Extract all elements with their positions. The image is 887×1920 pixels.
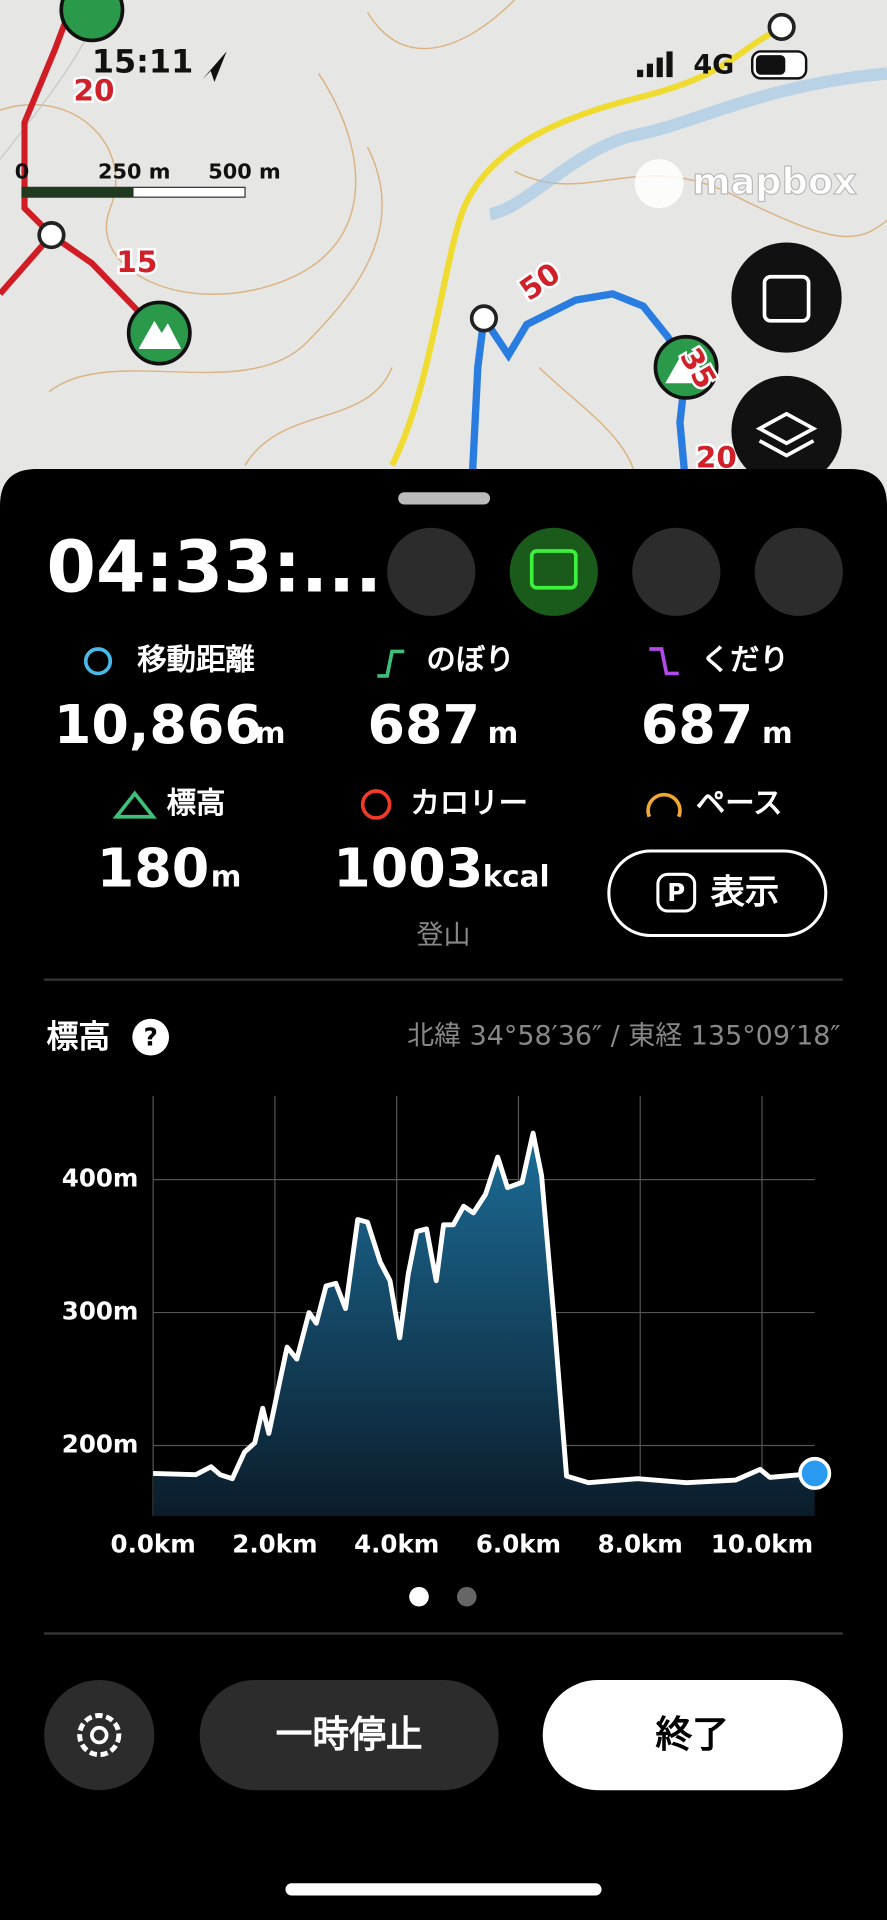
x-tick-label: 0.0km — [111, 1529, 196, 1558]
page-dot-active[interactable] — [409, 1586, 429, 1607]
stat-label: カロリー — [410, 786, 528, 820]
pace-icon-frame — [656, 872, 697, 913]
map[interactable]: 20 15 50 35 20 15:11 4G 0 250 m 500 m ma… — [0, 0, 887, 515]
layers-button[interactable] — [731, 375, 842, 487]
pause-label: 一時停止 — [276, 1713, 423, 1756]
pace-icon: P — [667, 878, 685, 907]
finish-label: 終了 — [655, 1713, 728, 1756]
fullscreen-button[interactable] — [731, 242, 842, 353]
location-icon — [202, 51, 227, 83]
scale-label: 250 m — [98, 160, 170, 184]
peak-icon — [653, 334, 719, 400]
stat-label: 標高 — [167, 786, 226, 820]
stat-unit: m — [762, 716, 793, 750]
elevation-area — [153, 1133, 815, 1516]
waypoint — [767, 12, 796, 42]
home-indicator — [285, 1883, 602, 1896]
help-icon: ? — [144, 1022, 158, 1051]
waypoint — [469, 304, 499, 333]
activity-type: 登山 — [417, 920, 471, 951]
scale-label: 500 m — [208, 160, 280, 184]
help-button[interactable] — [132, 1018, 170, 1056]
stat-icons — [83, 647, 682, 820]
y-tick-label: 200m — [62, 1429, 139, 1458]
peak-icon — [126, 300, 192, 366]
pause-button[interactable] — [199, 1680, 499, 1791]
scale-label: 0 — [15, 160, 29, 184]
x-tick-label: 6.0km — [476, 1529, 561, 1558]
stat-value: 10,866 — [54, 693, 262, 756]
stat-value: 1003 — [333, 836, 483, 899]
route-tool[interactable] — [632, 527, 721, 616]
fullscreen-icon — [762, 274, 811, 323]
stat-unit: m — [255, 716, 286, 750]
layers-icon — [755, 411, 818, 458]
x-tick-label: 8.0km — [598, 1529, 683, 1558]
road — [389, 24, 786, 467]
peak-icon — [59, 0, 125, 43]
y-tick-label: 400m — [62, 1164, 139, 1193]
elapsed-timer: 04:33:... — [47, 525, 382, 608]
pace-button[interactable] — [607, 849, 828, 938]
stat-label: のぼり — [426, 643, 514, 677]
map-attribution: mapbox — [692, 160, 857, 203]
mapbox-logo — [634, 159, 684, 209]
waypoint — [37, 221, 66, 250]
signal-icon — [637, 51, 673, 78]
stat-value: 687 — [368, 693, 480, 756]
chart-title: 標高 — [47, 1017, 111, 1055]
current-position — [798, 1456, 832, 1490]
toolbar — [387, 527, 843, 616]
stat-label: ペース — [696, 786, 783, 820]
settings-button[interactable] — [44, 1680, 155, 1791]
bottom-sheet — [0, 468, 887, 1920]
group-tool[interactable] — [754, 527, 843, 616]
stat-value: 687 — [641, 693, 753, 756]
contours — [0, 0, 887, 490]
stat-value: 180 — [97, 836, 209, 899]
chat-tool[interactable] — [509, 527, 598, 616]
x-tick-label: 2.0km — [232, 1529, 317, 1558]
y-tick-label: 300m — [62, 1297, 139, 1326]
network-type: 4G — [693, 50, 734, 81]
coordinates: 北緯 34°58′36″ / 東経 135°09′18″ — [407, 1021, 840, 1052]
route-label: 20 — [74, 73, 115, 107]
sheet-handle[interactable] — [398, 492, 491, 505]
stat-unit: kcal — [483, 859, 550, 893]
elevation-line — [153, 1130, 815, 1486]
settings-icon — [77, 1713, 122, 1758]
stat-unit: m — [211, 859, 242, 893]
pace-button-label: 表示 — [710, 872, 780, 912]
elevation-chart: 0.0km 2.0km 4.0km 6.0km 8.0km 10.0km 200m 300m 4… — [62, 1095, 832, 1558]
x-tick-label: 4.0km — [354, 1529, 439, 1558]
page-dot[interactable] — [456, 1586, 477, 1607]
route-label: 15 — [116, 245, 157, 279]
stat-label: 移動距離 — [137, 643, 255, 677]
waypoint-tool[interactable] — [387, 527, 476, 616]
stat-unit: m — [488, 716, 519, 750]
finish-button[interactable] — [542, 1680, 843, 1791]
status-time: 15:11 — [92, 43, 193, 81]
x-tick-label: 10.0km — [711, 1529, 813, 1558]
stat-label: くだり — [701, 643, 789, 677]
